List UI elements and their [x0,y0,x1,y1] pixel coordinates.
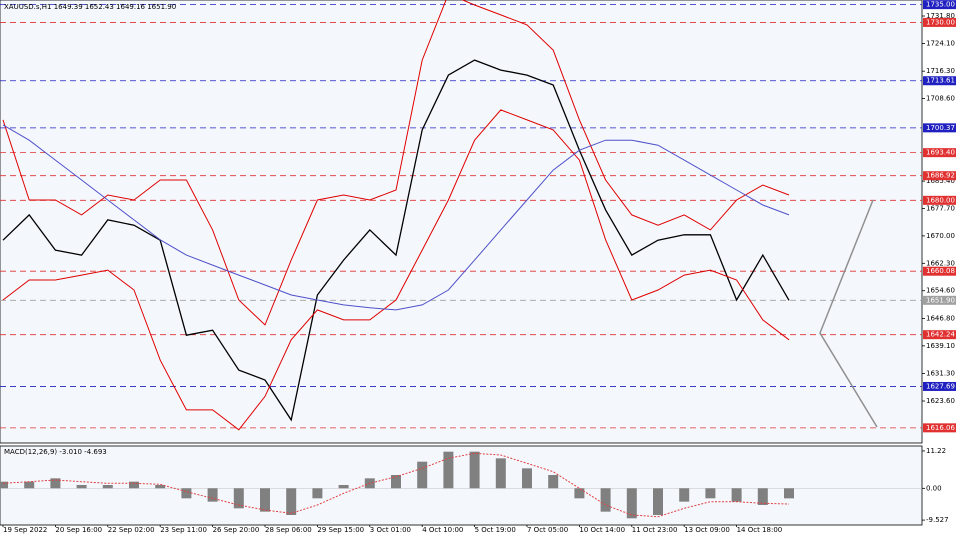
y-tick-label: 1654.60 [926,287,955,295]
macd-bar [784,488,794,499]
chart-title: XAUUSD.s,H1 1649.39 1652.43 1649.16 1651… [4,3,176,11]
macd-title: MACD(12,26,9) -3.010 -4.693 [4,448,107,456]
level-tag [923,330,956,340]
level-tag [923,266,956,276]
y-tick-label: 11.22 [926,447,946,455]
macd-bar [417,461,428,489]
x-tick-label: 10 Oct 14:00 [579,526,625,534]
x-tick-label: 22 Sep 02:00 [108,526,155,534]
level-label: 1616.06 [926,424,955,432]
macd-bar [24,481,35,489]
y-tick-label: 1677.70 [926,205,955,213]
x-tick-label: 4 Oct 10:00 [422,526,463,534]
y-tick-label: 1623.60 [926,397,955,405]
level-tag [923,0,956,10]
y-tick-label: 1724.10 [926,39,955,47]
x-tick-label: 20 Sep 16:00 [55,526,102,534]
macd-bar [600,488,611,512]
y-tick-label: 1685.40 [926,177,955,185]
macd-bar [443,451,454,489]
macd-bar [469,451,480,489]
macd-bar [286,488,297,515]
macd-bar [391,475,401,489]
macd-bar [76,485,87,489]
level-label: 1627.69 [926,382,955,390]
level-label: 1693.40 [926,149,955,157]
level-tag [923,171,956,181]
projection-arrows [819,199,878,428]
x-tick-label: 13 Oct 09:00 [684,526,730,534]
level-tag [923,148,956,158]
level-label: 1686.92 [926,172,955,180]
series-line [2,124,790,311]
x-tick-label: 28 Sep 06:00 [265,526,312,534]
y-tick-label: -9.527 [926,516,949,524]
level-tag [923,123,956,133]
x-tick-label: 26 Sep 20:00 [213,526,260,534]
price-pane [0,0,923,444]
level-label: 1642.24 [926,331,955,339]
x-tick-label: 5 Oct 19:00 [475,526,516,534]
y-tick-label: 1708.60 [926,95,955,103]
y-tick-label: 1639.10 [926,342,955,350]
series-line [2,452,790,518]
series-line [2,109,790,431]
macd-bar [0,481,8,489]
macd-bar [102,485,113,489]
macd-bar [757,488,768,505]
level-tag [923,17,956,27]
x-tick-label: 11 Oct 23:00 [632,526,678,534]
y-tick-label: 1646.80 [926,314,955,322]
level-label: 1700.37 [926,124,955,132]
macd-bar [653,488,663,515]
level-label: 1713.61 [926,77,955,85]
macd-bar [260,488,270,512]
macd-bar [731,488,742,502]
y-tick-label: 0.00 [926,484,942,492]
x-tick-label: 7 Oct 05:00 [527,526,568,534]
level-tag [923,423,956,433]
macd-bar [233,488,244,509]
y-tick-label: 1670.00 [926,232,955,240]
level-label: 1730.00 [926,18,955,26]
macd-bar [181,488,192,499]
macd-bar [679,488,690,502]
x-tick-label: 3 Oct 01:00 [370,526,411,534]
macd-bar [338,485,349,489]
series-line [2,59,790,422]
y-tick-label: 1631.30 [926,370,955,378]
y-tick-label: 1716.30 [926,67,955,75]
macd-bar [312,488,323,499]
macd-pane [0,445,923,526]
macd-bar [129,481,139,489]
level-label: 1651.90 [926,296,955,304]
macd-bar [522,468,532,489]
macd-bar [626,488,637,519]
macd-bar [705,488,716,499]
y-tick-label: 1731.80 [926,12,955,20]
level-tag [923,195,956,205]
macd-bar [574,488,585,499]
macd-bar [495,458,506,489]
x-tick-label: 29 Sep 15:00 [317,526,364,534]
level-tag [923,381,956,391]
x-tick-label: 23 Sep 11:00 [160,526,207,534]
y-tick-label: 1662.30 [926,259,955,267]
level-label: 1735.00 [926,1,955,9]
macd-bar [155,485,166,489]
macd-bar [207,488,218,502]
level-label: 1660.08 [926,267,955,275]
macd-bar [548,475,559,489]
x-tick-label: 19 Sep 2022 [3,526,47,534]
level-tag [923,295,956,305]
x-tick-label: 14 Oct 18:00 [737,526,783,534]
macd-bar [50,478,61,489]
level-label: 1680.00 [926,196,955,204]
level-tag [923,76,956,86]
series-line [2,0,790,326]
